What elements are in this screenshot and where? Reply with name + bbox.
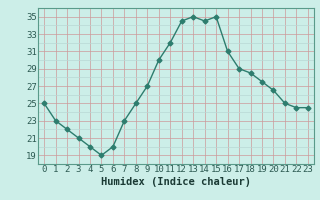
X-axis label: Humidex (Indice chaleur): Humidex (Indice chaleur) <box>101 177 251 187</box>
